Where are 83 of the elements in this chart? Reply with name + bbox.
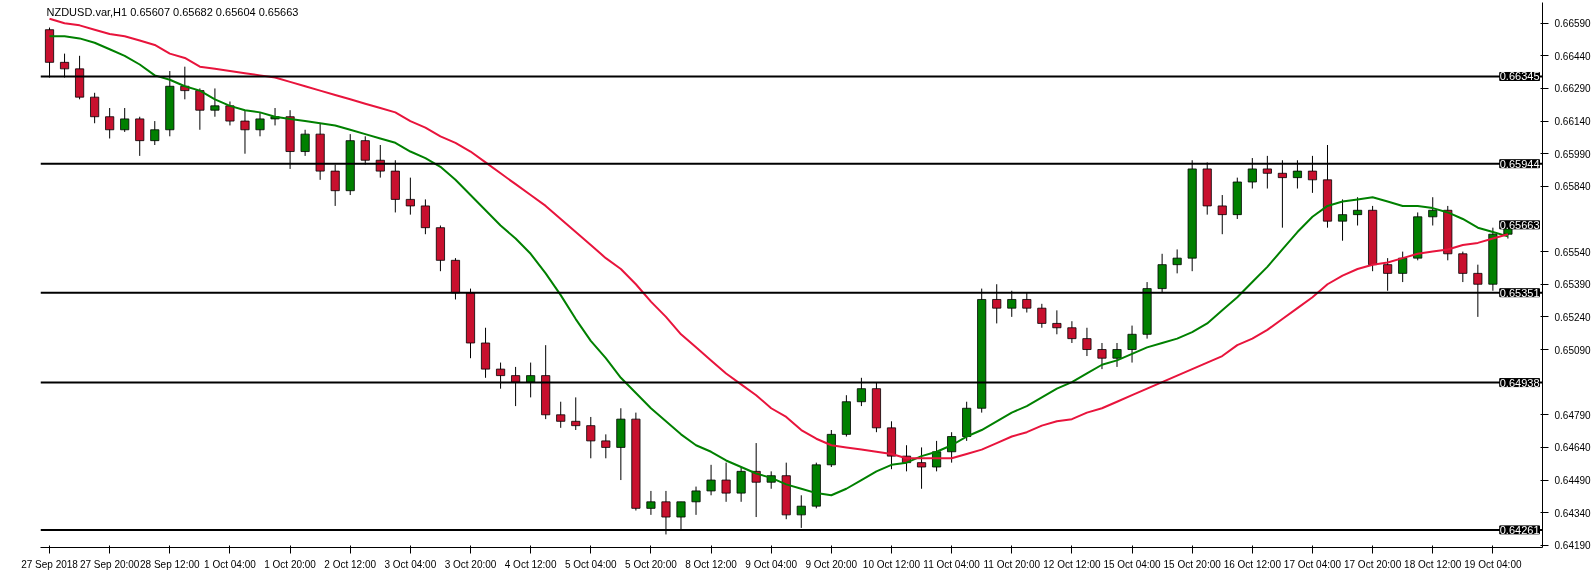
x-tick-label: 1 Oct 20:00 (264, 558, 317, 570)
y-tick-label: 0.65240 (1554, 311, 1592, 323)
y-tick-label: 0.64190 (1554, 540, 1592, 552)
y-tick-label: 0.64340 (1554, 507, 1592, 519)
x-tick-label: 10 Oct 12:00 (862, 558, 921, 570)
candlestick (1037, 303, 1047, 329)
x-tick-label: 11 Oct 20:00 (983, 558, 1041, 570)
candlestick (225, 100, 235, 126)
candlestick (195, 87, 205, 131)
candlestick (150, 120, 160, 146)
candlestick (1082, 327, 1092, 357)
candlestick (420, 198, 430, 235)
y-tick-label: 0.65390 (1554, 279, 1592, 291)
y-tick-label: 0.64490 (1554, 475, 1592, 487)
x-tick-label: 3 Oct 04:00 (384, 558, 437, 570)
candlestick (1217, 194, 1227, 235)
x-tick-label: 4 Oct 12:00 (504, 558, 557, 570)
candlestick (1458, 251, 1468, 283)
candlestick (135, 116, 145, 157)
candlestick (1112, 342, 1122, 368)
candlestick (1338, 198, 1348, 242)
ref-line-label: 0.64938 (1499, 376, 1540, 389)
candlestick (300, 129, 310, 157)
x-tick-label: 5 Oct 04:00 (564, 558, 618, 570)
candlestick (1353, 196, 1363, 226)
candlestick (556, 401, 566, 429)
x-tick-label: 17 Oct 20:00 (1343, 558, 1402, 570)
annotation: 0.65663 (1499, 218, 1540, 231)
candlestick (105, 107, 115, 139)
candlestick (1398, 251, 1408, 283)
y-tick-label: 0.66440 (1554, 50, 1592, 62)
candlestick (721, 462, 731, 503)
x-tick-label: 8 Oct 12:00 (685, 558, 738, 570)
candlestick (917, 446, 927, 490)
candlestick (240, 109, 250, 155)
candlestick (90, 92, 100, 124)
y-tick-label: 0.64640 (1554, 442, 1592, 454)
y-tick-label: 0.65990 (1554, 148, 1592, 160)
ref-line-label: 0.66345 (1499, 70, 1540, 83)
y-tick-label: 0.65840 (1554, 181, 1592, 193)
candlestick (571, 396, 581, 431)
x-tick-label: 17 Oct 04:00 (1283, 558, 1342, 570)
x-tick-label: 16 Oct 12:00 (1223, 558, 1282, 570)
x-tick-label: 28 Sep 12:00 (140, 558, 200, 570)
x-tick-label: 12 Oct 12:00 (1043, 558, 1101, 570)
ref-line-label: 0.64261 (1499, 523, 1540, 536)
x-tick-label: 11 Oct 04:00 (923, 558, 981, 570)
x-tick-label: 15 Oct 04:00 (1103, 558, 1162, 570)
ref-line-label: 0.65944 (1499, 157, 1540, 170)
x-tick-label: 18 Oct 12:00 (1404, 558, 1462, 570)
candlestick (601, 433, 611, 459)
candlestick (1067, 320, 1077, 344)
candlestick (586, 416, 596, 459)
x-tick-label: 5 Oct 20:00 (625, 558, 678, 570)
x-tick-label: 15 Oct 20:00 (1163, 558, 1222, 570)
x-tick-label: 27 Sep 2018 (21, 558, 79, 570)
candlestick (1052, 309, 1062, 335)
ref-line-label: 0.65351 (1499, 286, 1540, 299)
x-tick-label: 19 Oct 04:00 (1464, 558, 1522, 570)
chart-title: NZDUSD.var,H1 0.65607 0.65682 0.65604 0.65663 (46, 5, 299, 18)
y-tick-label: 0.65090 (1554, 344, 1592, 356)
x-tick-label: 9 Oct 04:00 (745, 558, 798, 570)
candlestick (646, 490, 656, 516)
x-tick-label: 9 Oct 20:00 (805, 558, 858, 570)
candlestick (691, 486, 701, 516)
x-tick-label: 27 Sep 20:00 (79, 558, 140, 570)
candlestick (1428, 196, 1438, 226)
candlestick (120, 107, 130, 133)
y-tick-label: 0.65540 (1554, 246, 1592, 258)
x-tick-label: 3 Oct 20:00 (444, 558, 497, 570)
candlestick (1172, 248, 1182, 274)
candlestick (255, 111, 265, 137)
x-tick-label: 2 Oct 12:00 (324, 558, 377, 570)
candlestick (210, 87, 220, 118)
candlestick (706, 464, 716, 496)
candlestick (1097, 342, 1107, 370)
y-tick-label: 0.66590 (1554, 18, 1592, 30)
candlestick (1127, 325, 1137, 364)
x-tick-label: 1 Oct 04:00 (204, 558, 257, 570)
candlestick (405, 177, 415, 216)
y-tick-label: 0.66140 (1554, 116, 1592, 128)
y-tick-label: 0.66290 (1554, 83, 1592, 95)
y-tick-label: 0.64790 (1554, 409, 1592, 421)
